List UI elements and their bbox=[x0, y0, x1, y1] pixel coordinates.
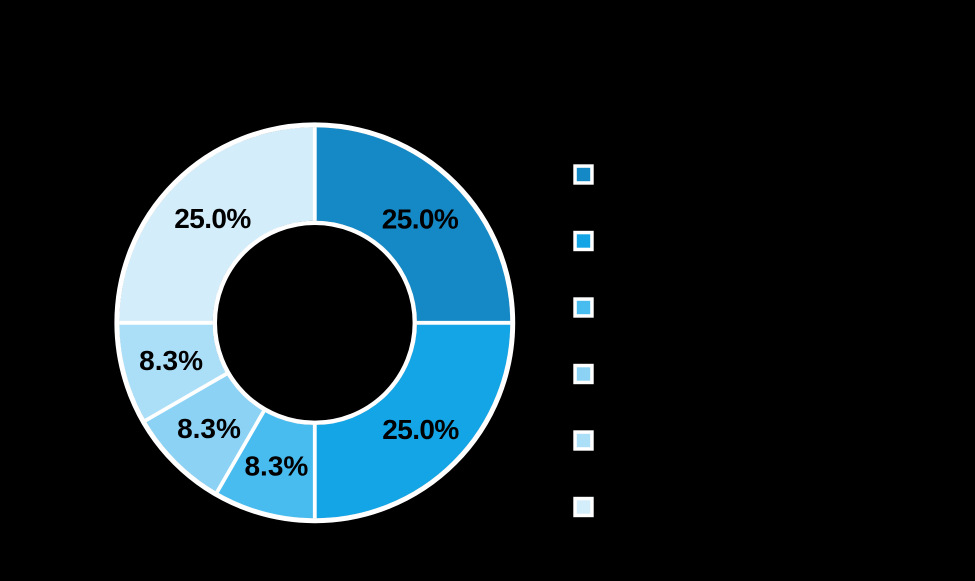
svg-text:8.3%: 8.3% bbox=[177, 413, 241, 444]
svg-text:8.3%: 8.3% bbox=[139, 345, 203, 376]
svg-text:8.3%: 8.3% bbox=[244, 450, 308, 481]
svg-text:25.0%: 25.0% bbox=[382, 414, 459, 445]
svg-text:25.0%: 25.0% bbox=[382, 204, 459, 235]
svg-text:25.0%: 25.0% bbox=[174, 203, 251, 234]
